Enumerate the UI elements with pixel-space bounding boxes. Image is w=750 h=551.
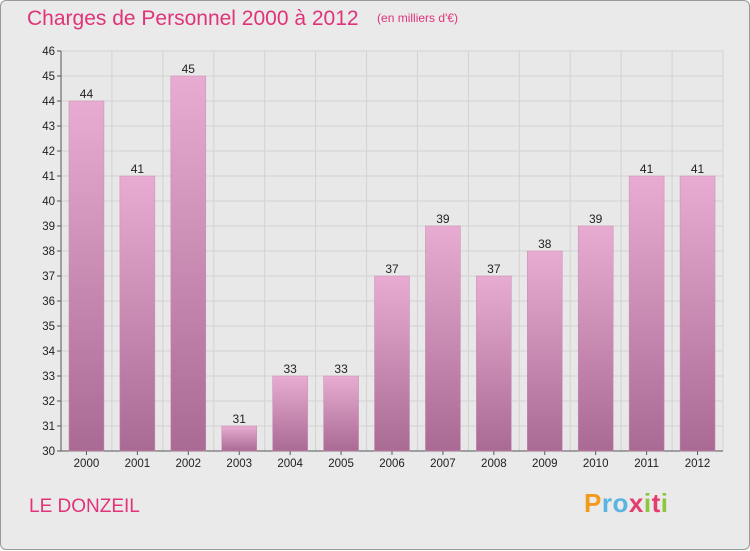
x-tick-label: 2002 [176,458,202,470]
chart-title: Charges de Personnel 2000 à 2012 [27,7,359,30]
x-tick-label: 2004 [277,458,303,470]
logo-letter: o [612,488,629,518]
bar-2007 [425,225,461,452]
bar-2012 [679,175,716,452]
bar-2010 [577,225,614,452]
x-tick-label: 2007 [430,458,456,470]
y-tick-label: 34 [42,346,55,358]
value-label: 37 [385,262,399,276]
proxiti-logo: Proxiti [584,488,668,519]
y-tick-label: 33 [42,371,55,383]
value-label: 41 [131,162,145,176]
bar-2004 [272,375,308,452]
bar-2011 [628,175,665,452]
y-tick-label: 43 [42,121,55,133]
y-tick-label: 46 [42,46,55,58]
bar-2003 [221,425,257,452]
y-tick-label: 37 [42,271,55,283]
value-label: 37 [487,262,501,276]
y-tick-label: 32 [42,396,55,408]
value-label: 31 [233,412,247,426]
x-tick-label: 2005 [328,458,354,470]
bar-2000 [68,100,105,452]
bar-2002 [170,75,207,452]
logo-letter: x [628,488,644,518]
x-tick-label: 2006 [379,458,405,470]
bar-2009 [527,250,563,452]
y-tick-label: 41 [42,171,55,183]
y-tick-label: 39 [42,221,55,233]
y-tick-label: 42 [42,146,55,158]
logo-letter: r [601,488,613,518]
value-label: 39 [436,212,450,226]
x-tick-label: 2011 [634,458,659,470]
value-label: 39 [589,212,603,226]
chart-subtitle: (en milliers d'€) [377,11,459,25]
value-labels: 44 41 45 31 33 33 37 39 37 38 39 41 41 [80,62,705,426]
x-tick-label: 2010 [583,458,609,470]
logo-letter: P [584,488,602,518]
y-tick-label: 38 [42,246,55,258]
x-tick-label: 2008 [481,458,507,470]
y-tick-label: 31 [42,421,55,433]
y-tick-label: 45 [42,71,55,83]
logo-letter: i [643,488,652,518]
bar-2008 [476,275,512,452]
bar-2005 [323,375,359,452]
y-tick-label: 44 [42,96,55,108]
value-label: 44 [80,87,94,101]
y-tick-label: 30 [42,446,55,458]
bar-2001 [119,175,156,452]
x-tick-label: 2000 [74,458,100,470]
value-label: 38 [538,237,552,251]
x-tick-label: 2001 [125,458,151,470]
location-label: LE DONZEIL [29,496,140,517]
logo-letter: i [660,488,669,518]
x-tick-label: 2009 [532,458,558,470]
value-label: 33 [283,362,297,376]
y-tick-label: 35 [42,321,55,333]
y-tick-label: 40 [42,196,55,208]
value-label: 41 [640,162,654,176]
bar-2006 [374,275,410,452]
chart-header: Charges de Personnel 2000 à 2012 (en mil… [27,7,458,31]
x-tick-label: 2003 [226,458,252,470]
value-label: 45 [182,62,196,76]
value-label: 33 [334,362,348,376]
bars [68,75,716,452]
y-tick-label: 36 [42,296,55,308]
value-label: 41 [691,162,705,176]
x-tick-label: 2012 [685,458,711,470]
logo-letter: t [651,488,661,518]
